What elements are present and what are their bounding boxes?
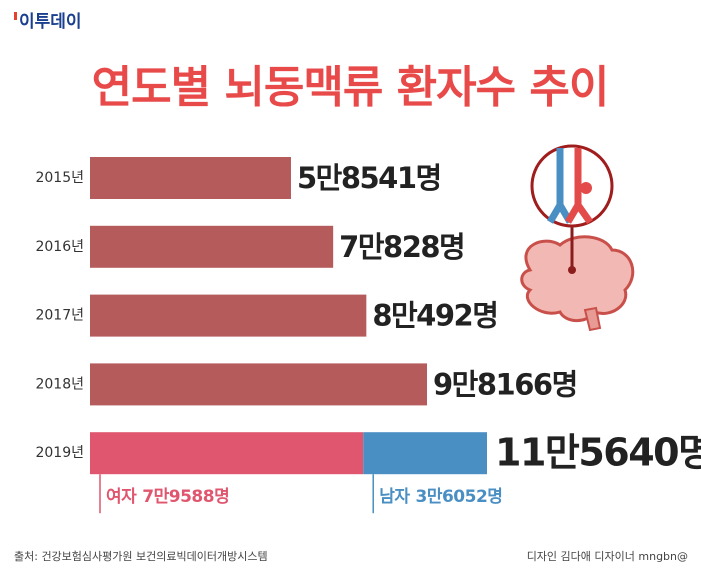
- value-label: 7만828명: [339, 230, 464, 264]
- y-tick-label: 2015년: [35, 170, 84, 186]
- chart-title: 연도별 뇌동맥류 환자수 추이: [92, 62, 609, 113]
- credit: 디자인 김다애 디자이너 mngbn@: [527, 550, 688, 563]
- bar-segment: [90, 432, 364, 475]
- value-label: 11만5640명: [495, 431, 701, 475]
- bar: [90, 363, 428, 406]
- bar: [90, 294, 367, 337]
- segment-label: 남자 3만6052명: [379, 487, 502, 507]
- value-label: 5만8541명: [297, 161, 441, 195]
- y-tick-label: 2017년: [35, 308, 84, 324]
- y-tick-label: 2016년: [35, 239, 84, 255]
- bar: [90, 225, 334, 268]
- logo-mark: [14, 12, 17, 20]
- bar-segment: [363, 432, 487, 475]
- source: 출처: 건강보험심사평가원 보건의료빅데이터개방시스템: [14, 550, 268, 563]
- brand: 이투데이: [19, 12, 82, 32]
- brain-icon: [520, 144, 635, 332]
- value-label: 9만8166명: [433, 367, 577, 401]
- legend-label: 여자: [106, 487, 137, 507]
- legend-label: 남자: [379, 487, 410, 507]
- segment-value-label: 7만9588명: [142, 487, 229, 507]
- y-tick-label: 2019년: [35, 445, 84, 461]
- segment-value-label: 3만6052명: [416, 487, 503, 507]
- segment-label: 여자 7만9588명: [106, 487, 229, 507]
- y-tick-label: 2018년: [35, 376, 84, 392]
- bar: [90, 157, 291, 199]
- value-label: 8만492명: [372, 299, 497, 333]
